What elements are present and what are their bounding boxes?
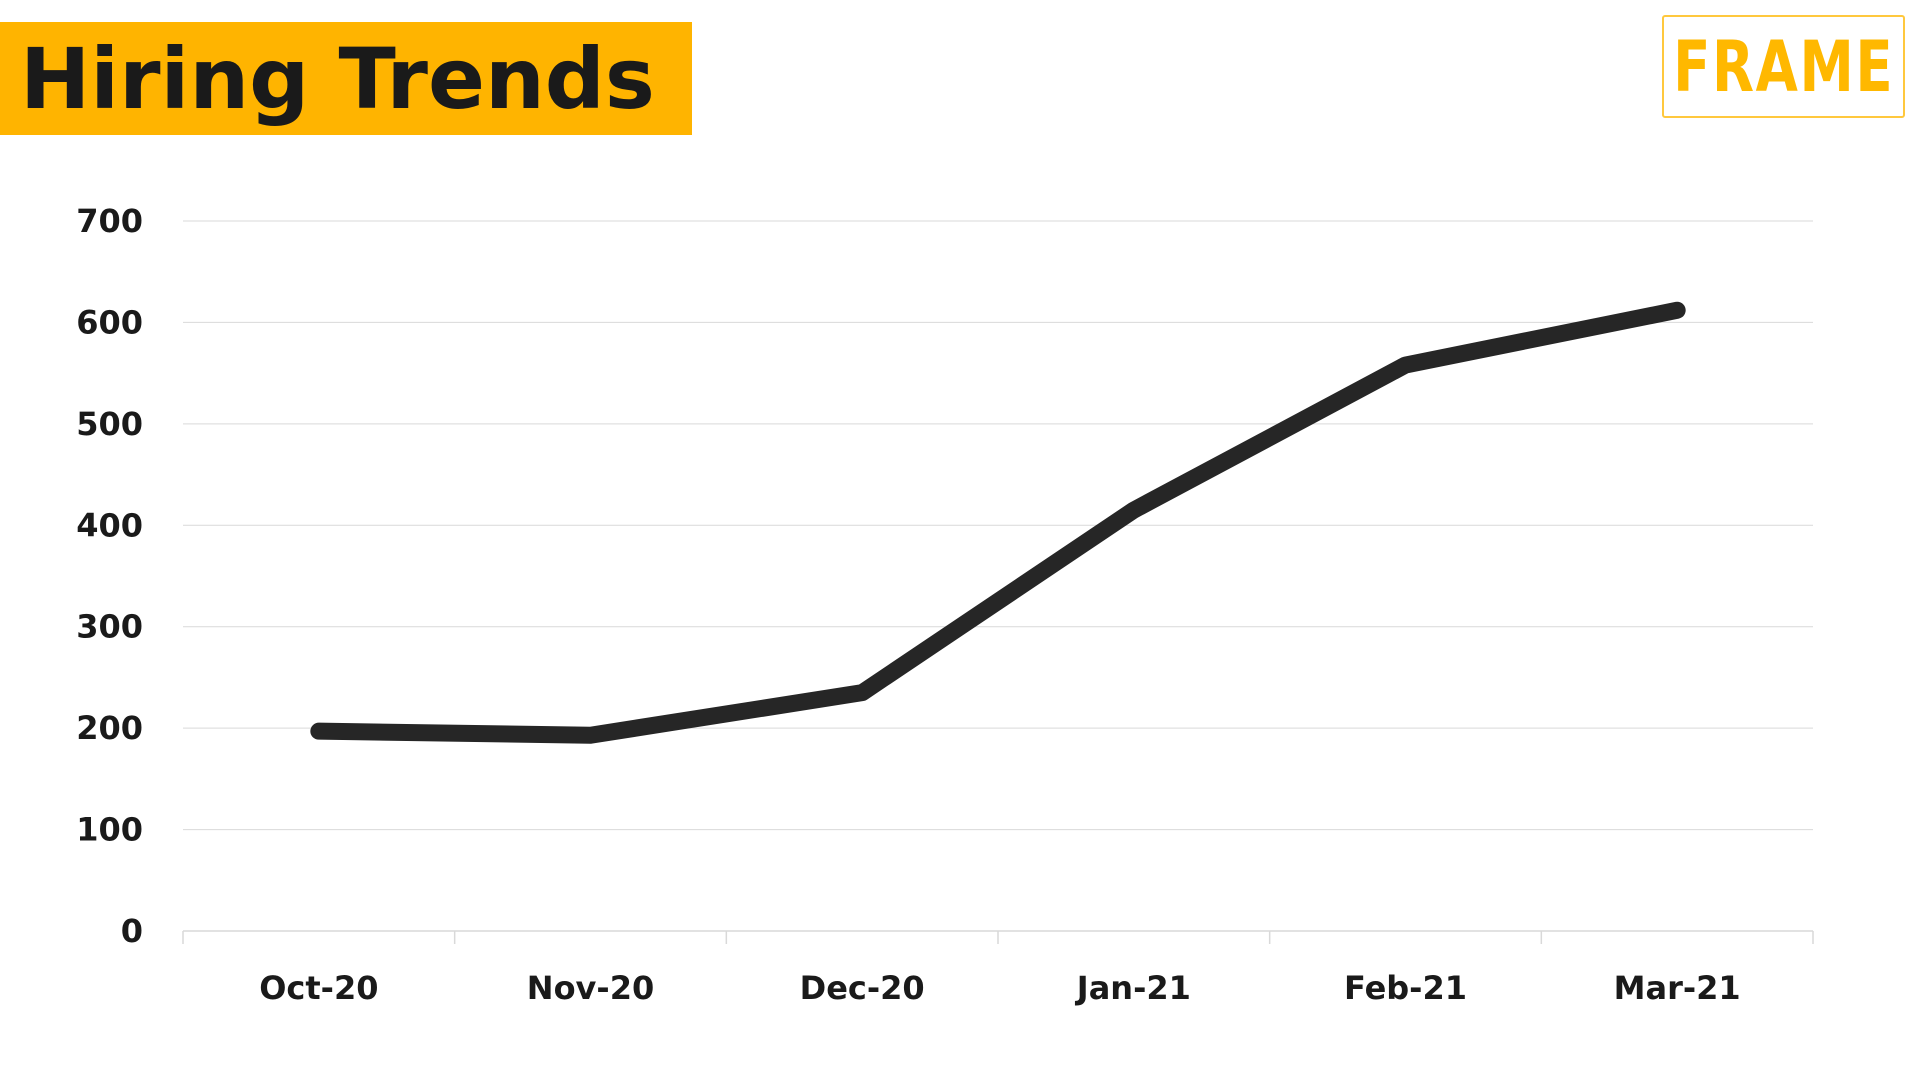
y-tick-label: 300 [76, 608, 143, 646]
x-tick-label: Jan-21 [1075, 969, 1191, 1007]
grid-lines [183, 220, 1813, 831]
y-axis-ticks: 0 100 200 300 400 500 600 700 [76, 202, 143, 950]
y-tick-label: 0 [121, 912, 143, 950]
x-axis-ticks: Oct-20 Nov-20 Dec-20 Jan-21 Feb-21 Mar-21 [259, 969, 1740, 1007]
y-tick-label: 100 [76, 811, 143, 849]
x-axis [182, 930, 1814, 944]
x-tick-label: Oct-20 [259, 969, 378, 1007]
y-tick-label: 500 [76, 405, 143, 443]
x-tick-label: Mar-21 [1614, 969, 1741, 1007]
x-tick-label: Feb-21 [1344, 969, 1467, 1007]
series [310, 301, 1686, 744]
chart-title: Hiring Trends [20, 29, 655, 128]
y-tick-label: 200 [76, 709, 143, 747]
y-tick-label: 600 [76, 303, 143, 341]
frame-logo: FRAME [1662, 15, 1905, 118]
series-line [310, 301, 1686, 744]
x-tick-label: Dec-20 [800, 969, 925, 1007]
x-tick-label: Nov-20 [527, 969, 654, 1007]
logo-text: FRAME [1672, 25, 1895, 108]
y-tick-label: 400 [76, 506, 143, 544]
y-tick-label: 700 [76, 202, 143, 240]
title-banner: Hiring Trends [0, 22, 692, 135]
